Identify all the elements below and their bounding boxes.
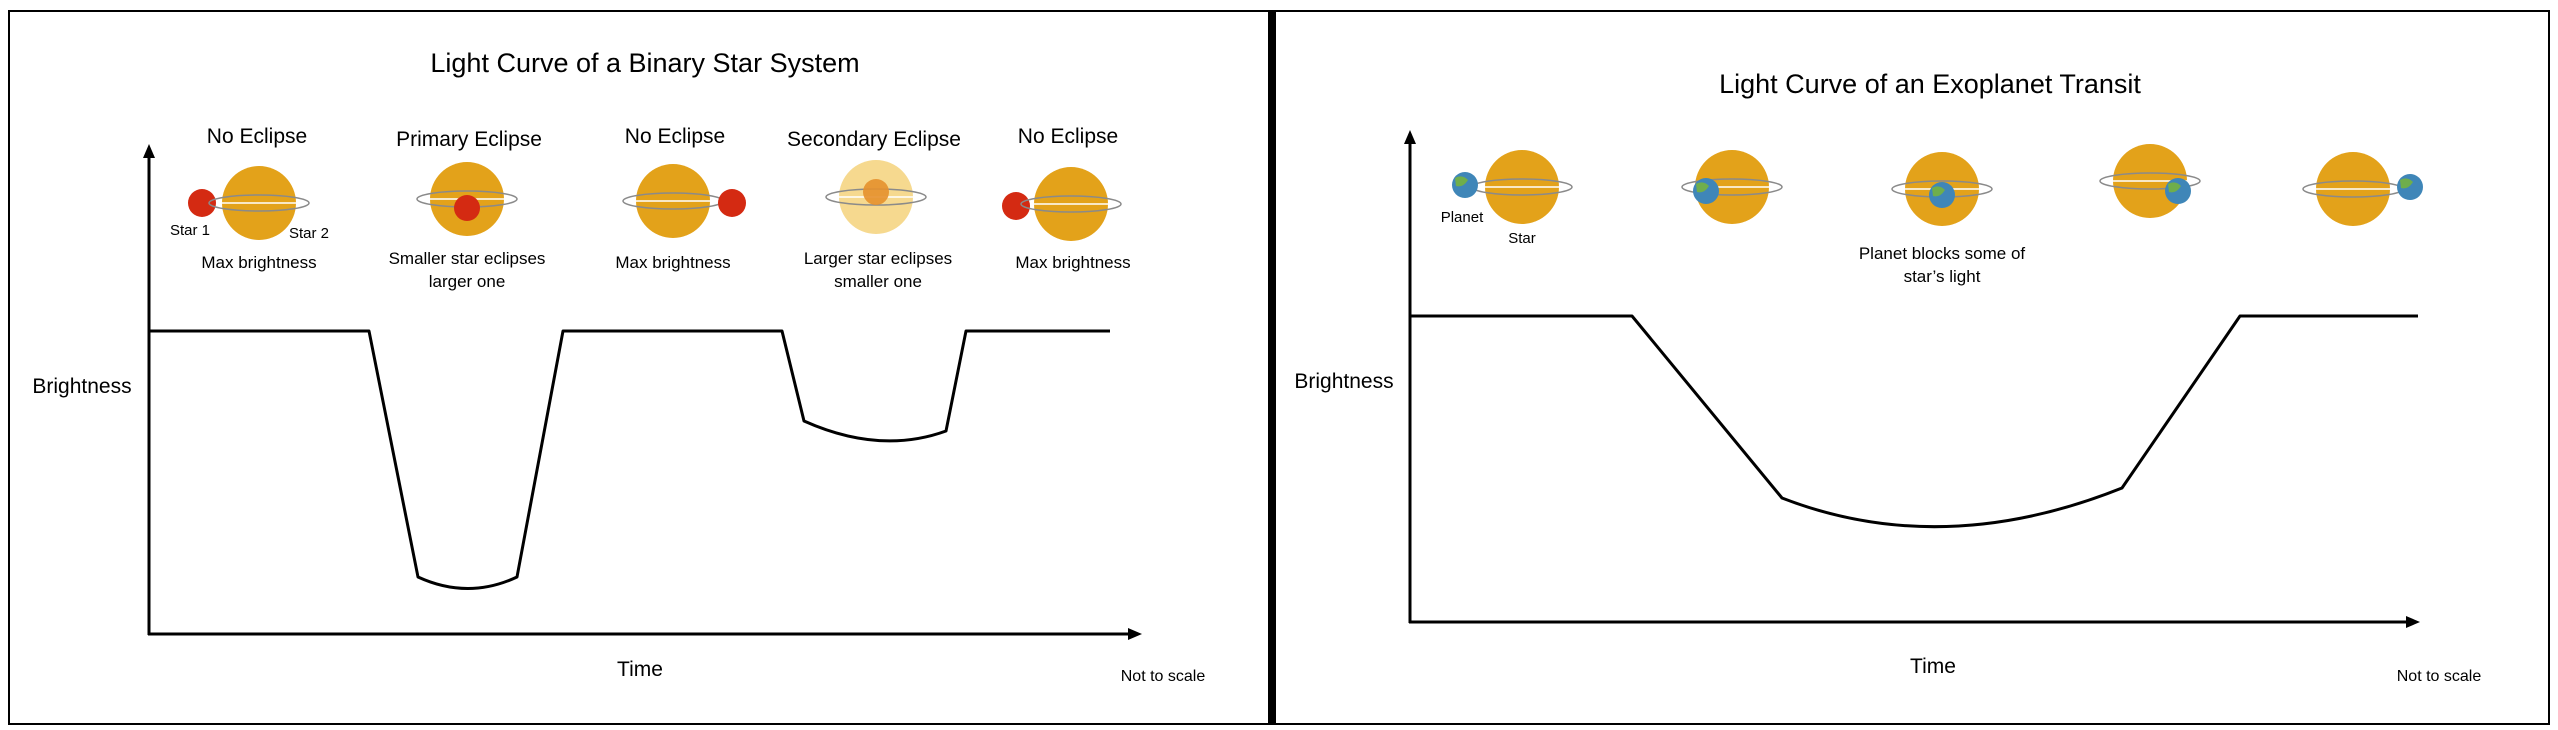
binary-stage-2-caption-2: larger one (429, 272, 506, 291)
binary-panel: Light Curve of a Binary Star System No E… (32, 48, 1205, 685)
star-label: Star (1508, 230, 1536, 247)
binary-stage-5-illustration (1002, 167, 1122, 241)
binary-stage-4-heading: Secondary Eclipse (787, 128, 961, 151)
transit-y-label: Brightness (1294, 370, 1393, 393)
binary-stage-5-heading: No Eclipse (1018, 125, 1118, 148)
binary-x-axis-arrow (1128, 628, 1142, 640)
transit-y-axis-arrow (1404, 130, 1416, 144)
transit-panel: Light Curve of an Exoplanet Transit Plan… (1294, 69, 2481, 685)
binary-light-curve (150, 329, 1110, 590)
transit-title: Light Curve of an Exoplanet Transit (1719, 69, 2141, 99)
transit-not-to-scale: Not to scale (2397, 668, 2482, 685)
binary-stage-5-caption: Max brightness (1015, 253, 1130, 272)
transit-phase-3-illustration (1891, 152, 1993, 226)
binary-stage-3-heading: No Eclipse (625, 125, 725, 148)
transit-x-axis-arrow (2406, 616, 2420, 628)
binary-stage-3-illustration (622, 164, 746, 238)
binary-title: Light Curve of a Binary Star System (430, 48, 859, 78)
transit-phase-2-illustration (1681, 150, 1783, 224)
binary-stage-4-caption-1: Larger star eclipses (804, 249, 952, 268)
binary-y-label: Brightness (32, 375, 131, 398)
binary-stage-4-illustration (825, 160, 927, 234)
binary-stage-2-illustration (416, 162, 518, 236)
star-2-label: Star 2 (289, 225, 329, 242)
binary-x-label: Time (617, 658, 663, 681)
figure-border (8, 10, 2550, 725)
binary-stage-3-caption: Max brightness (615, 253, 730, 272)
star-1-label: Star 1 (170, 222, 210, 239)
binary-not-to-scale: Not to scale (1121, 668, 1206, 685)
transit-caption-1: Planet blocks some of (1859, 244, 2026, 263)
binary-stage-1-caption: Max brightness (201, 253, 316, 272)
binary-stage-4-caption-2: smaller one (834, 272, 922, 291)
transit-phase-5-illustration (2302, 152, 2423, 226)
transit-phase-1-illustration (1452, 150, 1573, 224)
transit-x-label: Time (1910, 655, 1956, 678)
transit-caption-2: star’s light (1904, 267, 1981, 286)
binary-stage-1-illustration (188, 166, 310, 240)
transit-phase-4-illustration (2099, 144, 2201, 218)
transit-light-curve (1411, 314, 2418, 529)
panel-divider (1268, 11, 1276, 724)
planet-label: Planet (1441, 209, 1484, 226)
binary-y-axis-arrow (143, 144, 155, 158)
binary-stage-2-caption-1: Smaller star eclipses (389, 249, 546, 268)
binary-stage-1-heading: No Eclipse (207, 125, 307, 148)
binary-stage-2-heading: Primary Eclipse (396, 128, 542, 151)
